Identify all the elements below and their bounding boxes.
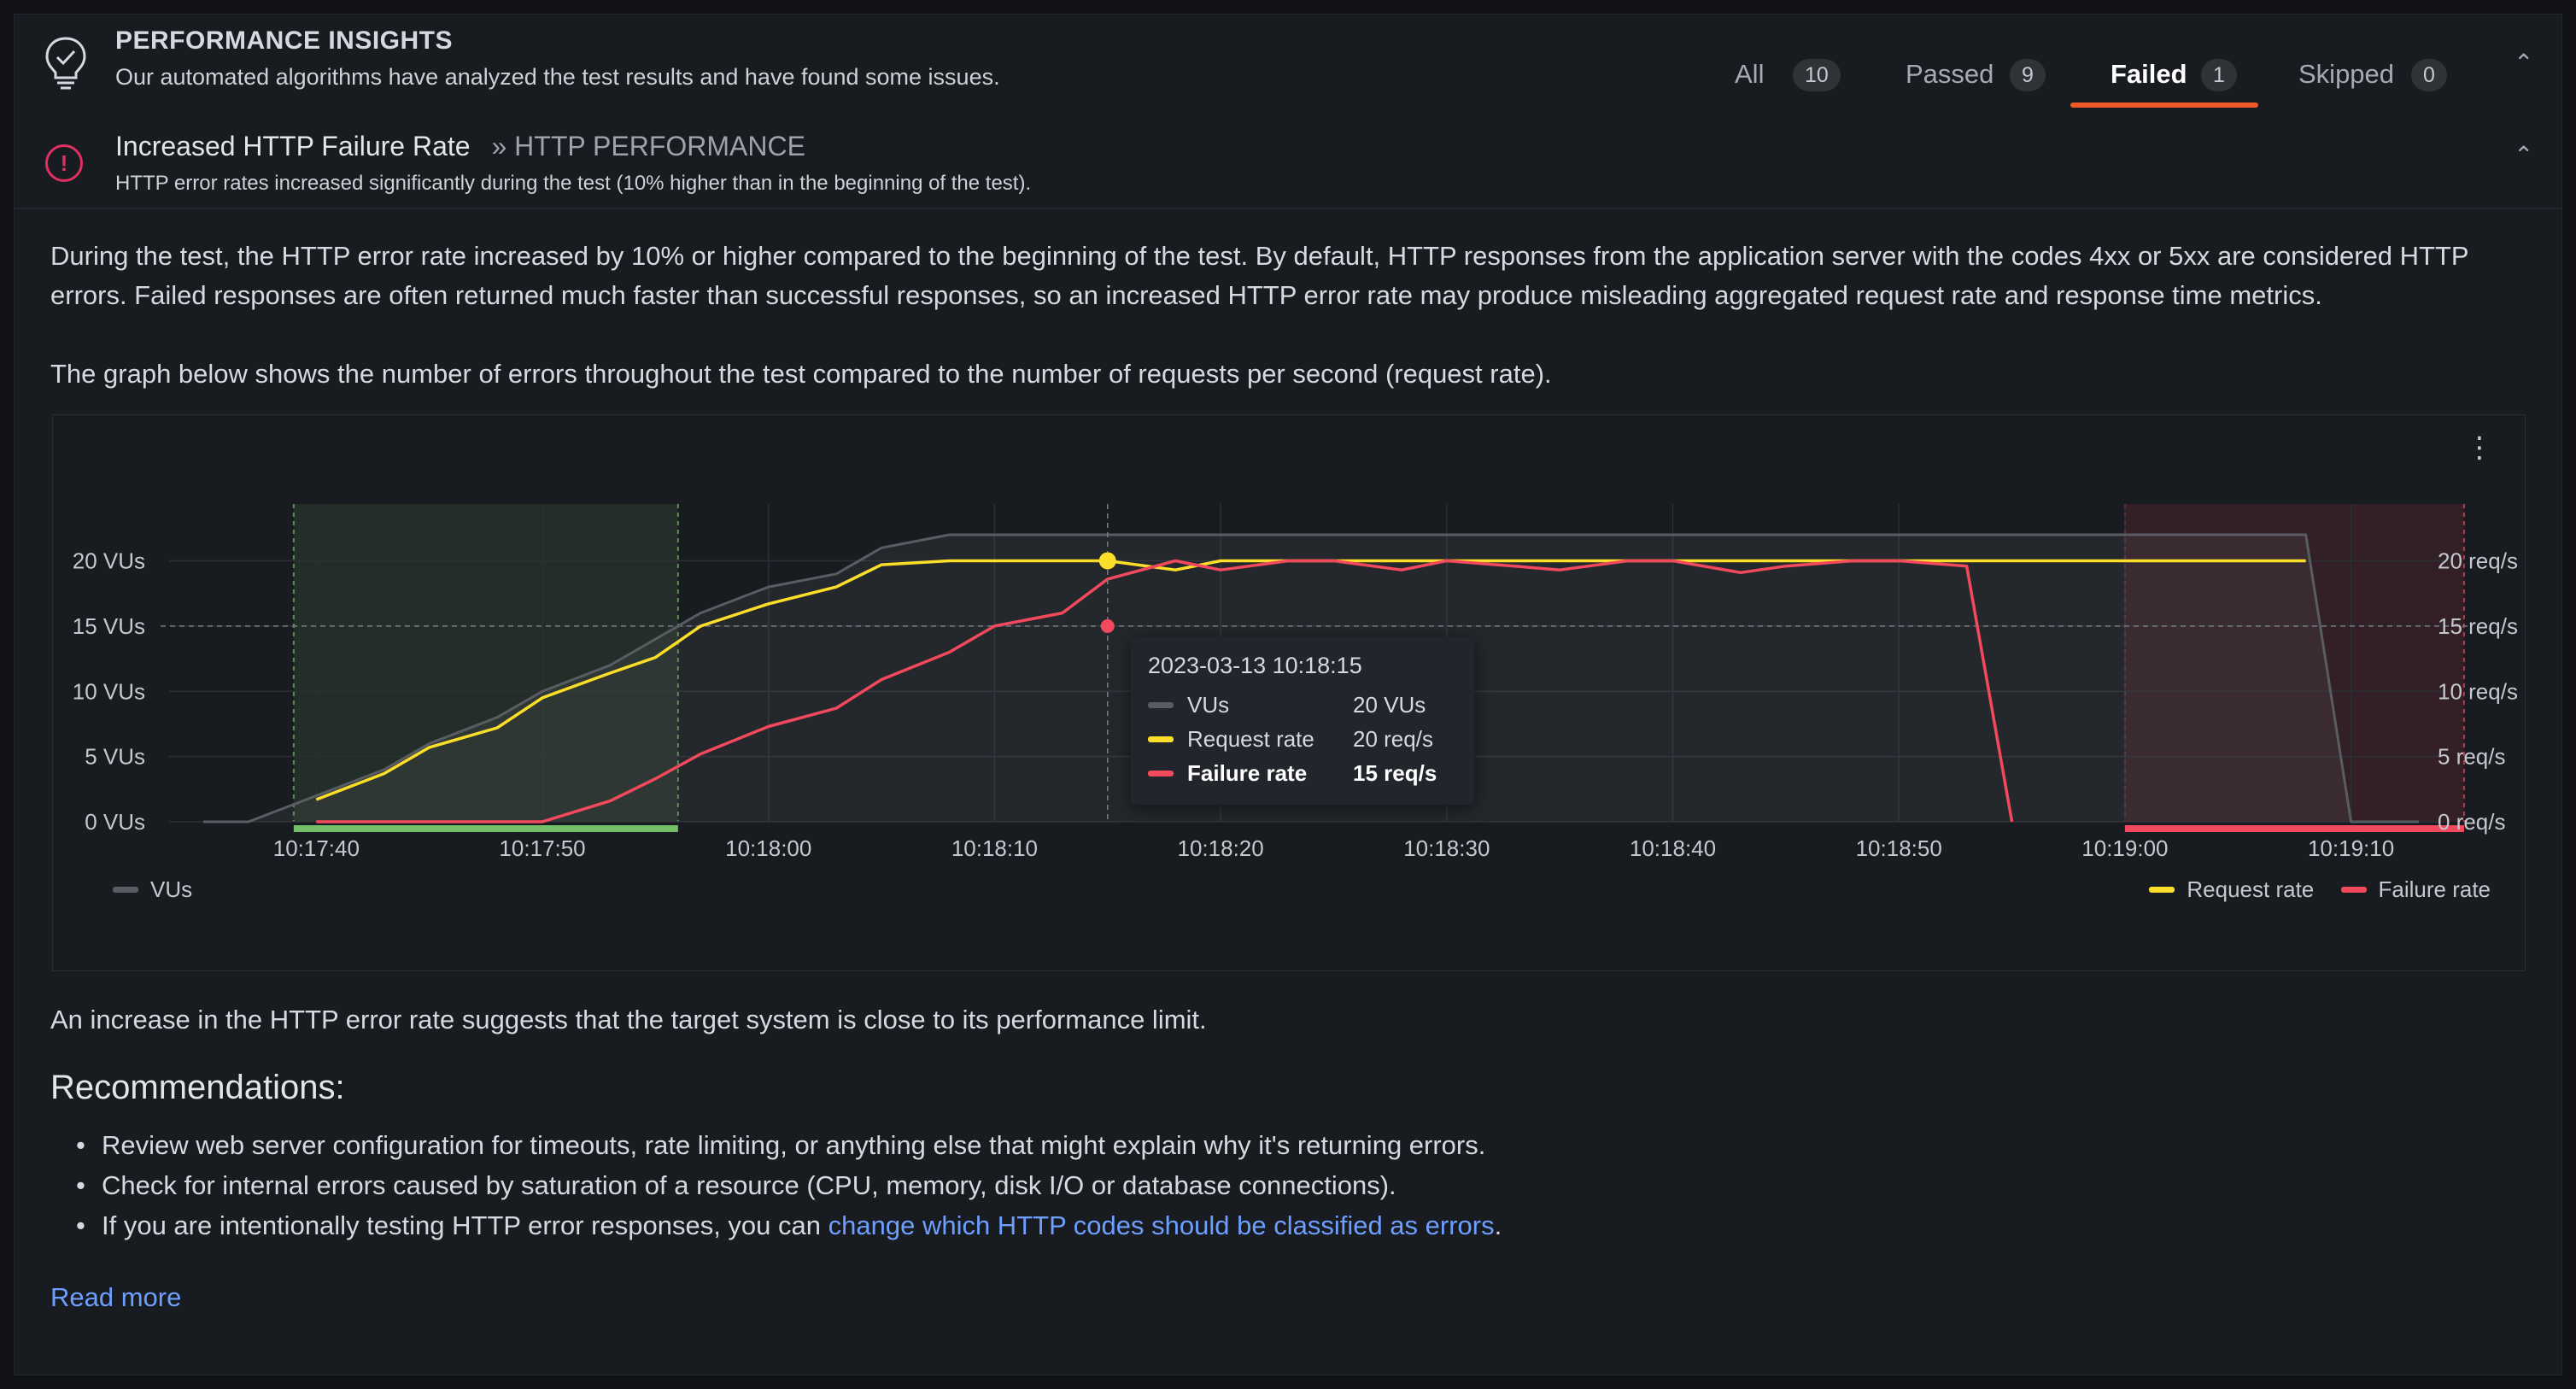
y-left-tick-label: 0 VUs bbox=[85, 809, 145, 835]
legend-left: VUs bbox=[113, 876, 192, 903]
highlight-region-bar bbox=[2124, 825, 2464, 832]
failure-rate-chart: ⋮ 20 VUs 15 VUs 10 VUs 5 VUs 0 VUs 20 req/s 15… bbox=[52, 414, 2526, 971]
issue-description: HTTP error rates increased significantly… bbox=[115, 172, 1032, 195]
tab-passed[interactable]: Passed 9 bbox=[1906, 38, 2059, 107]
legend-right: Request rate Failure rate bbox=[2128, 876, 2491, 903]
alert-circle-icon: ! bbox=[45, 144, 83, 182]
result-tabs: All 10 Passed 9 Failed 1 Skipped 0 bbox=[15, 38, 2561, 108]
recommendation-item: If you are intentionally testing HTTP er… bbox=[76, 1205, 2468, 1245]
read-more-link[interactable]: Read more bbox=[50, 1282, 182, 1312]
tooltip-label: Request rate bbox=[1187, 726, 1314, 752]
tooltip-row-failure-rate: Failure rate 15 req/s bbox=[1148, 756, 1457, 790]
tab-label: Failed bbox=[2111, 59, 2187, 89]
y-right-tick-label: 15 req/s bbox=[2438, 613, 2518, 639]
y-right-tick-label: 10 req/s bbox=[2438, 678, 2518, 704]
tooltip-row-vus: VUs 20 VUs bbox=[1148, 688, 1457, 722]
legend-swatch-request-rate bbox=[2149, 886, 2175, 893]
y-right-tick-label: 20 req/s bbox=[2438, 548, 2518, 574]
x-tick-label: 10:18:10 bbox=[951, 835, 1038, 861]
tab-label: All bbox=[1735, 59, 1765, 89]
chart-tooltip: 2023-03-13 10:18:15 VUs 20 VUs Request r… bbox=[1131, 637, 1474, 805]
tooltip-label: VUs bbox=[1187, 692, 1230, 718]
x-tick-label: 10:19:10 bbox=[2308, 835, 2394, 861]
insights-subtitle: Our automated algorithms have analyzed t… bbox=[115, 64, 1000, 90]
series-line-vus bbox=[203, 533, 2419, 823]
divider bbox=[15, 208, 2561, 209]
issue-name: Increased HTTP Failure Rate bbox=[115, 131, 471, 161]
collapse-insights-icon[interactable]: ⌃ bbox=[2514, 50, 2534, 76]
legend-swatch-vus bbox=[113, 886, 138, 893]
tooltip-value: 15 req/s bbox=[1353, 760, 1437, 786]
tab-all[interactable]: All 10 bbox=[1735, 38, 1854, 107]
legend-item-failure-rate[interactable]: Failure rate bbox=[2340, 876, 2491, 902]
description-paragraph: During the test, the HTTP error rate inc… bbox=[50, 241, 2469, 310]
tab-count-badge: 10 bbox=[1793, 59, 1841, 91]
graph-intro-paragraph: The graph below shows the number of erro… bbox=[50, 359, 1552, 389]
tab-count-badge: 9 bbox=[2010, 59, 2046, 91]
tooltip-swatch bbox=[1148, 736, 1174, 742]
recommendation-text-suffix: . bbox=[1494, 1210, 1502, 1240]
y-left-tick-label: 5 VUs bbox=[85, 744, 145, 770]
x-tick-label: 10:18:50 bbox=[1856, 835, 1942, 861]
y-left-tick-label: 15 VUs bbox=[73, 613, 145, 639]
x-tick-label: 10:18:20 bbox=[1178, 835, 1264, 861]
y-left-tick-label: 10 VUs bbox=[73, 678, 145, 704]
x-tick-label: 10:17:40 bbox=[273, 835, 360, 861]
classify-errors-link[interactable]: change which HTTP codes should be classi… bbox=[828, 1210, 1495, 1240]
insights-header: PERFORMANCE INSIGHTS Our automated algor… bbox=[15, 15, 2561, 112]
x-tick-label: 10:18:40 bbox=[1630, 835, 1716, 861]
y-right-tick-label: 5 req/s bbox=[2438, 744, 2506, 770]
breadcrumb-separator: » bbox=[491, 131, 507, 161]
recommendations-list: Review web server configuration for time… bbox=[76, 1125, 2468, 1245]
tooltip-row-request-rate: Request rate 20 req/s bbox=[1148, 722, 1457, 756]
series-line-failure-rate bbox=[316, 559, 2014, 823]
more-options-icon[interactable]: ⋮ bbox=[2465, 431, 2494, 464]
recommendation-item: Review web server configuration for time… bbox=[76, 1125, 2468, 1165]
tooltip-value: 20 VUs bbox=[1353, 692, 1426, 718]
tooltip-time: 2023-03-13 10:18:15 bbox=[1148, 653, 1362, 678]
legend-item-request-rate[interactable]: Request rate bbox=[2149, 876, 2314, 902]
tooltip-swatch bbox=[1148, 770, 1174, 777]
x-tick-label: 10:19:00 bbox=[2081, 835, 2168, 861]
lightbulb-icon bbox=[45, 37, 86, 90]
legend-label-failure-rate: Failure rate bbox=[2378, 876, 2491, 902]
x-tick-label: 10:17:50 bbox=[499, 835, 585, 861]
legend-label-vus[interactable]: VUs bbox=[150, 876, 193, 902]
collapse-issue-icon[interactable]: ⌃ bbox=[2514, 142, 2534, 168]
active-tab-indicator bbox=[2070, 103, 2258, 108]
recommendation-item: Check for internal errors caused by satu… bbox=[76, 1165, 2468, 1205]
issue-title: Increased HTTP Failure Rate » HTTP PERFO… bbox=[115, 131, 805, 162]
tab-label: Passed bbox=[1906, 59, 1994, 89]
tab-failed[interactable]: Failed 1 bbox=[2111, 38, 2264, 107]
highlight-region-bar bbox=[293, 825, 678, 832]
tab-count-badge: 0 bbox=[2411, 59, 2447, 91]
tab-count-badge: 1 bbox=[2201, 59, 2237, 91]
tab-label: Skipped bbox=[2298, 59, 2395, 89]
issue-category: HTTP PERFORMANCE bbox=[514, 131, 805, 161]
x-tick-label: 10:18:30 bbox=[1403, 835, 1490, 861]
issue-row[interactable]: ! Increased HTTP Failure Rate » HTTP PER… bbox=[15, 112, 2561, 208]
tooltip-value: 20 req/s bbox=[1353, 726, 1433, 752]
recommendations-title: Recommendations: bbox=[50, 1069, 345, 1106]
y-left-tick-label: 20 VUs bbox=[73, 548, 145, 574]
legend-label-request-rate: Request rate bbox=[2187, 876, 2315, 902]
highlight-region bbox=[2124, 504, 2464, 822]
legend-swatch-failure-rate bbox=[2340, 886, 2367, 893]
x-tick-label: 10:18:00 bbox=[725, 835, 811, 861]
insights-panel: PERFORMANCE INSIGHTS Our automated algor… bbox=[14, 14, 2562, 1375]
tab-skipped[interactable]: Skipped 0 bbox=[2298, 38, 2469, 107]
insights-title: PERFORMANCE INSIGHTS bbox=[115, 26, 454, 55]
y-right-tick-label: 0 req/s bbox=[2438, 809, 2506, 835]
conclusion-paragraph: An increase in the HTTP error rate sugge… bbox=[50, 1005, 1207, 1034]
tooltip-swatch bbox=[1148, 701, 1174, 708]
tooltip-label: Failure rate bbox=[1187, 760, 1308, 786]
hover-point-request-rate bbox=[1098, 552, 1116, 570]
recommendation-text: If you are intentionally testing HTTP er… bbox=[102, 1210, 828, 1240]
hover-point-failure-rate bbox=[1100, 618, 1115, 633]
